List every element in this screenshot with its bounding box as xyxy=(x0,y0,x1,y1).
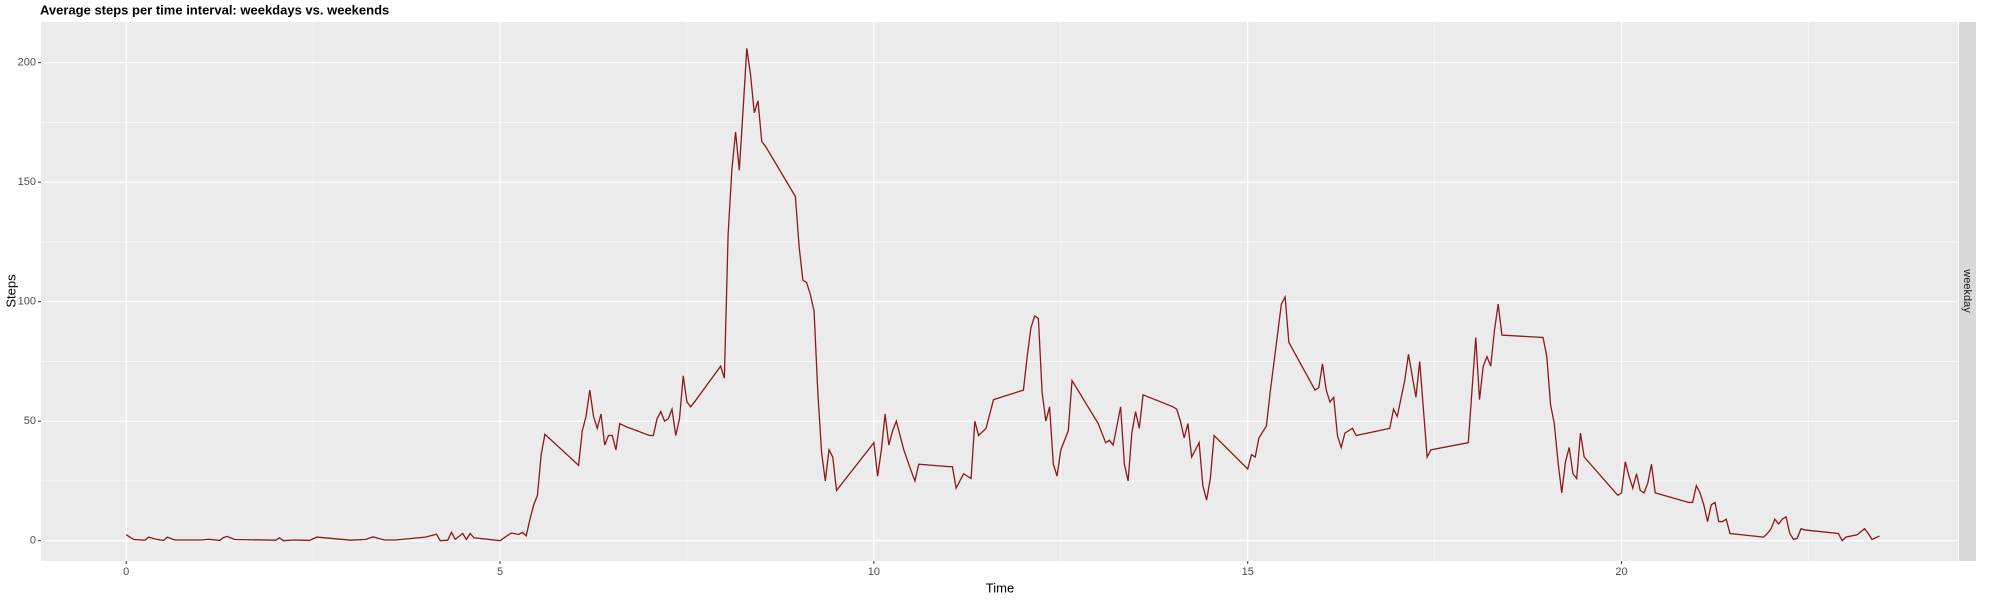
x-axis-title: Time xyxy=(986,580,1014,595)
y-tick-label: 50 xyxy=(24,415,36,427)
x-tick-label: 20 xyxy=(1615,566,1627,578)
data-line xyxy=(125,48,1880,542)
x-tick-label: 10 xyxy=(868,566,880,578)
y-tick-label: 0 xyxy=(30,535,36,547)
facet-strip xyxy=(1959,22,1976,561)
chart-title: Average steps per time interval: weekday… xyxy=(40,2,389,17)
x-tick-label: 0 xyxy=(123,566,129,578)
y-tick-label: 150 xyxy=(18,176,36,188)
y-tick-label: 200 xyxy=(18,57,36,69)
x-tick-label: 15 xyxy=(1242,566,1254,578)
y-axis-title: Steps xyxy=(3,274,18,308)
y-tick-label: 100 xyxy=(18,296,36,308)
facet-label: weekday xyxy=(1961,268,1973,313)
panel-background xyxy=(41,22,1958,561)
x-tick-label: 5 xyxy=(497,566,503,578)
grid xyxy=(41,22,1958,561)
marks xyxy=(125,48,1880,542)
